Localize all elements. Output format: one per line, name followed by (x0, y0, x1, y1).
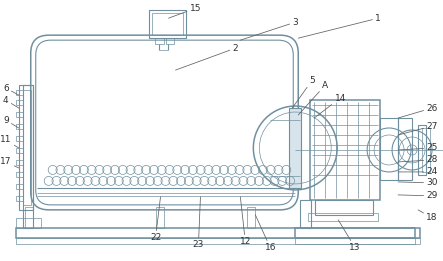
Bar (16, 196, 23, 201)
Bar (380, 118, 398, 180)
Bar (25, 207, 33, 228)
Bar (16, 228, 415, 238)
Bar (155, 207, 163, 228)
Text: 3: 3 (241, 18, 298, 40)
Bar (295, 228, 420, 238)
Text: 16: 16 (255, 215, 276, 252)
Text: 5: 5 (292, 76, 315, 108)
Text: 24: 24 (398, 167, 438, 176)
Text: 4: 4 (3, 96, 19, 108)
Bar (300, 200, 311, 228)
Bar (16, 238, 415, 244)
Text: 28: 28 (398, 156, 438, 164)
Bar (295, 238, 420, 244)
Bar (16, 136, 23, 141)
Bar (315, 200, 373, 215)
Bar (16, 90, 23, 95)
Bar (422, 128, 430, 172)
Text: 26: 26 (398, 104, 438, 118)
Bar (418, 125, 426, 175)
Text: 17: 17 (0, 157, 19, 168)
Text: 9: 9 (3, 116, 19, 128)
Text: 27: 27 (398, 122, 438, 135)
Bar (16, 218, 41, 228)
Bar (308, 213, 378, 221)
Text: A: A (298, 81, 328, 115)
Bar (19, 85, 33, 210)
Bar (155, 38, 164, 44)
Text: 2: 2 (175, 44, 238, 70)
Text: 18: 18 (418, 210, 438, 222)
Text: 22: 22 (150, 197, 161, 242)
Text: 14: 14 (314, 93, 346, 118)
Text: 15: 15 (168, 4, 201, 18)
Text: 30: 30 (398, 179, 438, 187)
Bar (16, 100, 23, 105)
Text: 6: 6 (3, 84, 19, 95)
Bar (148, 10, 187, 38)
Bar (16, 124, 23, 129)
Text: 29: 29 (398, 191, 438, 200)
Bar (289, 108, 301, 188)
Bar (167, 38, 175, 44)
Bar (16, 148, 23, 153)
Bar (398, 118, 412, 180)
Bar (16, 160, 23, 165)
Text: 23: 23 (193, 197, 204, 249)
Text: 25: 25 (398, 144, 438, 152)
Text: 13: 13 (338, 220, 361, 252)
Bar (16, 172, 23, 177)
Bar (23, 90, 31, 205)
Bar (247, 207, 255, 228)
Text: 11: 11 (0, 135, 19, 148)
Bar (152, 13, 183, 35)
Bar (310, 100, 380, 200)
Text: 12: 12 (240, 197, 251, 246)
Text: 1: 1 (298, 14, 381, 38)
Bar (16, 184, 23, 189)
Bar (16, 112, 23, 117)
Bar (23, 85, 33, 228)
